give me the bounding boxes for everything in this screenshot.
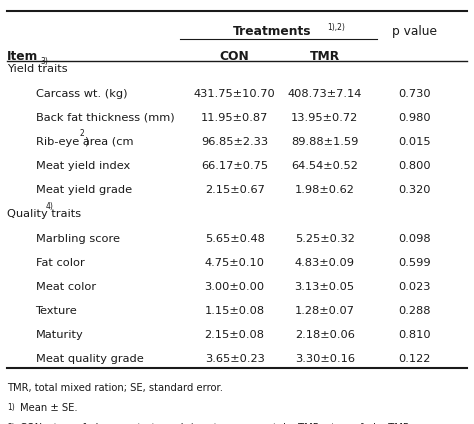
Text: 0.810: 0.810 [399, 330, 431, 340]
Text: 1.28±0.07: 1.28±0.07 [295, 306, 355, 316]
Text: TMR: TMR [310, 50, 340, 63]
Text: Item: Item [7, 50, 38, 63]
Text: 1.98±0.62: 1.98±0.62 [295, 185, 355, 195]
Text: 0.098: 0.098 [399, 234, 431, 244]
Text: Meat quality grade: Meat quality grade [36, 354, 143, 365]
Text: 96.85±2.33: 96.85±2.33 [201, 137, 268, 147]
Text: 4.75±0.10: 4.75±0.10 [205, 258, 264, 268]
Text: Treatments: Treatments [233, 25, 312, 39]
Text: 0.122: 0.122 [399, 354, 431, 365]
Text: 2.15±0.67: 2.15±0.67 [205, 185, 264, 195]
Text: Mean ± SE.: Mean ± SE. [20, 403, 78, 413]
Text: Marbling score: Marbling score [36, 234, 119, 244]
Text: 0.730: 0.730 [399, 89, 431, 99]
Text: TMR, total mixed ration; SE, standard error.: TMR, total mixed ration; SE, standard er… [7, 382, 223, 393]
Text: Meat color: Meat color [36, 282, 96, 292]
Text: 64.54±0.52: 64.54±0.52 [291, 161, 358, 171]
Text: 3.65±0.23: 3.65±0.23 [205, 354, 264, 365]
Text: 0.980: 0.980 [399, 113, 431, 123]
Text: ): ) [84, 137, 89, 147]
Text: Texture: Texture [36, 306, 77, 316]
Text: 3.13±0.05: 3.13±0.05 [295, 282, 355, 292]
Text: 2: 2 [80, 129, 84, 138]
Text: 1),2): 1),2) [327, 23, 345, 32]
Text: 2.15±0.08: 2.15±0.08 [205, 330, 264, 340]
Text: 2): 2) [7, 423, 15, 424]
Text: 0.320: 0.320 [399, 185, 431, 195]
Text: 0.800: 0.800 [399, 161, 431, 171]
Text: Back fat thickness (mm): Back fat thickness (mm) [36, 113, 174, 123]
Text: Meat yield index: Meat yield index [36, 161, 130, 171]
Text: 5.25±0.32: 5.25±0.32 [295, 234, 355, 244]
Text: Yield traits: Yield traits [7, 64, 68, 75]
Text: 4.83±0.09: 4.83±0.09 [295, 258, 355, 268]
Text: p value: p value [392, 25, 437, 39]
Text: 3): 3) [40, 57, 48, 66]
Text: Carcass wt. (kg): Carcass wt. (kg) [36, 89, 127, 99]
Text: CON: CON [220, 50, 249, 63]
Text: 431.75±10.70: 431.75±10.70 [194, 89, 275, 99]
Text: 0.599: 0.599 [399, 258, 431, 268]
Text: 0.023: 0.023 [399, 282, 431, 292]
Text: 66.17±0.75: 66.17±0.75 [201, 161, 268, 171]
Text: Rib-eye area (cm: Rib-eye area (cm [36, 137, 133, 147]
Text: 13.95±0.72: 13.95±0.72 [291, 113, 358, 123]
Text: 89.88±1.59: 89.88±1.59 [291, 137, 358, 147]
Text: 4): 4) [46, 202, 54, 211]
Text: 0.288: 0.288 [399, 306, 431, 316]
Text: 3.00±0.00: 3.00±0.00 [205, 282, 264, 292]
Text: 5.65±0.48: 5.65±0.48 [205, 234, 264, 244]
Text: 0.015: 0.015 [399, 137, 431, 147]
Text: Meat yield grade: Meat yield grade [36, 185, 132, 195]
Text: 1.15±0.08: 1.15±0.08 [205, 306, 264, 316]
Text: Quality traits: Quality traits [7, 209, 81, 220]
Text: Fat color: Fat color [36, 258, 84, 268]
Text: Maturity: Maturity [36, 330, 83, 340]
Text: 408.73±7.14: 408.73±7.14 [288, 89, 362, 99]
Text: 1): 1) [7, 403, 15, 412]
Text: 2.18±0.06: 2.18±0.06 [295, 330, 355, 340]
Text: 11.95±0.87: 11.95±0.87 [201, 113, 268, 123]
Text: CON, steers fed concentrate and rice straw separately; TMR, steers fed a TMR.: CON, steers fed concentrate and rice str… [20, 423, 413, 424]
Text: 3.30±0.16: 3.30±0.16 [295, 354, 355, 365]
